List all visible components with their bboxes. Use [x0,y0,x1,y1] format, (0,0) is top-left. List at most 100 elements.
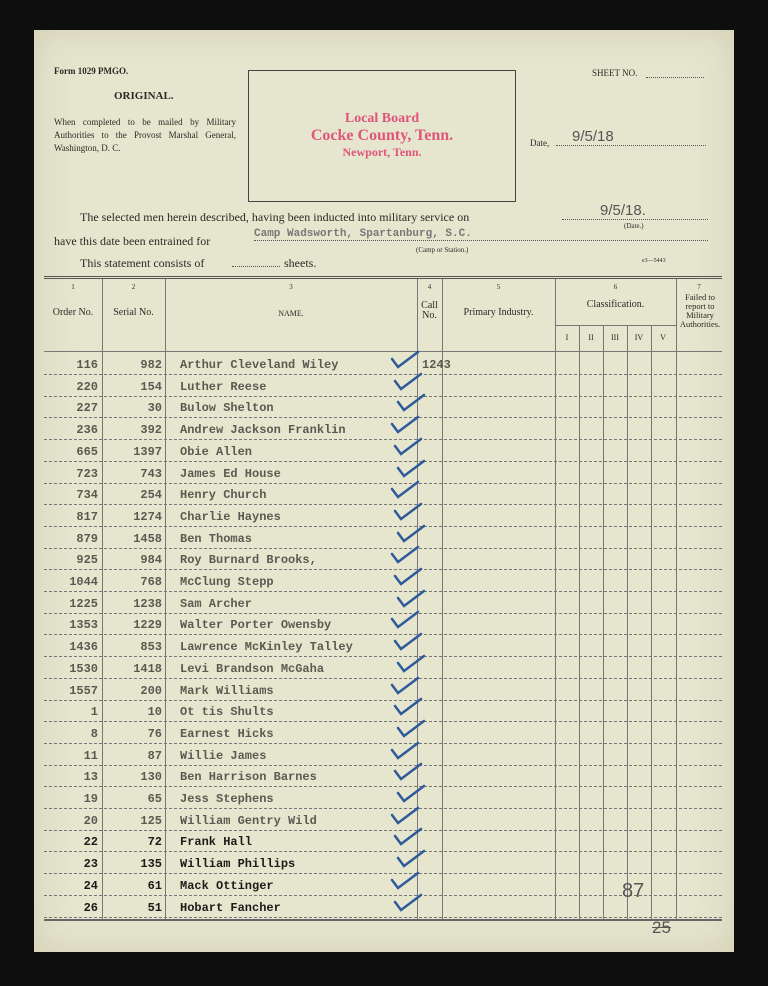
header-call: Call No. [421,300,438,321]
checkmark-icon [390,415,420,434]
cell-order: 925 [76,553,98,568]
header-classification: Classification. [586,299,645,310]
cell-serial: 10 [147,705,162,720]
cell-name: James Ed House [180,466,281,481]
table-row: 1436 853 Lawrence McKinley Talley [44,632,722,658]
cell-name: Willie James [180,748,267,763]
date-label: Date, [530,138,550,148]
cell-serial: 1238 [133,596,162,611]
cell-name: Ot tis Shults [180,705,274,720]
col-num: 1 [71,283,75,291]
consists-text: This statement consists of [80,256,205,270]
cell-serial: 200 [140,683,162,698]
cell-order: 1225 [69,596,98,611]
col-num: 2 [131,283,136,291]
cell-serial: 984 [140,553,162,568]
camp-caption: (Camp or Station.) [416,246,469,254]
checkmark-icon [393,828,423,847]
col-num: 5 [496,283,501,291]
inductee-table: 1 2 3 4 5 6 7 Order No. Serial No. NAME.… [44,276,722,921]
checkmark-icon [390,741,420,760]
sheet-number-field [646,77,704,78]
cell-order: 1353 [69,618,98,633]
cell-serial: 392 [140,423,162,438]
cell-name: Lawrence McKinley Talley [180,640,353,655]
cell-serial: 1397 [133,444,162,459]
cell-name: William Phillips [180,857,296,872]
table-row: 24 61 Mack Ottinger [44,871,722,896]
cell-name: Frank Hall [180,835,253,850]
cell-order: 1557 [69,683,98,698]
cell-serial: 61 [147,878,162,893]
cell-serial: 30 [147,401,162,416]
class-header: III [611,333,619,342]
checkmark-icon [390,676,420,695]
cell-order: 8 [90,726,98,741]
cell-name: Arthur Cleveland Wiley [180,358,339,372]
cell-order: 20 [83,813,98,828]
table-row: 20 125 William Gentry Wild [44,806,722,831]
class-header: IV [634,333,644,342]
sheets-text: sheets. [284,256,317,270]
col-num: 3 [289,283,293,291]
table-row: 23 135 William Phillips [44,849,722,875]
cell-order: 1 [90,705,98,720]
table-row: 879 1458 Ben Thomas [44,524,722,549]
cell-order: 11 [83,748,98,763]
checkmark-icon [393,697,423,716]
cell-serial: 87 [147,748,162,763]
cell-serial: 51 [147,900,162,915]
checkmark-icon [390,611,420,630]
class-header: II [588,333,594,342]
table-row: 1557 200 Mark Williams [44,676,722,701]
cell-order: 236 [76,423,98,438]
cell-call: 1243 [422,358,451,372]
stamp-line: Local Board [344,111,420,126]
cell-order: 1044 [69,575,98,589]
cell-name: Levi Brandson McGaha [180,661,325,676]
table-row: 1530 1418 Levi Brandson McGaha [44,654,722,679]
cell-order: 665 [76,444,98,459]
col-num: 6 [613,283,618,291]
table-row: 22 72 Frank Hall [44,828,722,853]
table-row: 734 254 Henry Church [44,480,722,506]
cell-order: 13 [83,770,98,785]
checkmark-icon [393,567,423,586]
checkmark-icon [396,589,426,608]
cell-name: Ben Harrison Barnes [180,770,317,785]
table-row: 116 982 Arthur Cleveland Wiley 1243 [44,350,722,375]
header-name: NAME. [278,309,304,318]
table-row: 1044 768 McClung Stepp [44,567,722,592]
cell-name: Mark Williams [180,683,274,698]
cell-order: 220 [76,379,98,394]
table-row: 220 154 Luther Reese [44,372,722,397]
cell-name: Jess Stephens [180,792,274,806]
checkmark-icon [396,394,426,413]
cell-serial: 1418 [133,661,162,676]
cell-order: 116 [76,358,98,372]
checkmark-icon [390,350,420,369]
table-row: 665 1397 Obie Allen [44,437,722,462]
cell-serial: 154 [140,379,162,394]
sheets-count-field [232,266,280,267]
print-code: e3—5443 [642,258,666,264]
cell-serial: 743 [140,466,162,481]
table-row: 236 392 Andrew Jackson Franklin [44,415,722,441]
stamp-line: Newport, Tenn. [342,145,422,159]
checkmark-icon [396,459,426,478]
checkmark-icon [396,524,426,543]
cell-name: Earnest Hicks [180,726,274,741]
checkmark-icon [390,480,420,499]
table-row: 723 743 James Ed House [44,459,722,484]
entrained-text: have this date been entrained for [54,234,211,248]
cell-serial: 1229 [133,618,162,633]
checkmark-icon [390,871,420,890]
header-order: Order No. [52,307,94,318]
checkmark-icon [390,806,420,825]
table-row: 13 130 Ben Harrison Barnes [44,763,722,788]
cell-order: 734 [76,488,98,503]
table-row: 1225 1238 Sam Archer [44,589,722,614]
cell-serial: 65 [147,792,162,806]
date-value: 9/5/18 [556,128,706,146]
class-header: V [660,333,666,342]
